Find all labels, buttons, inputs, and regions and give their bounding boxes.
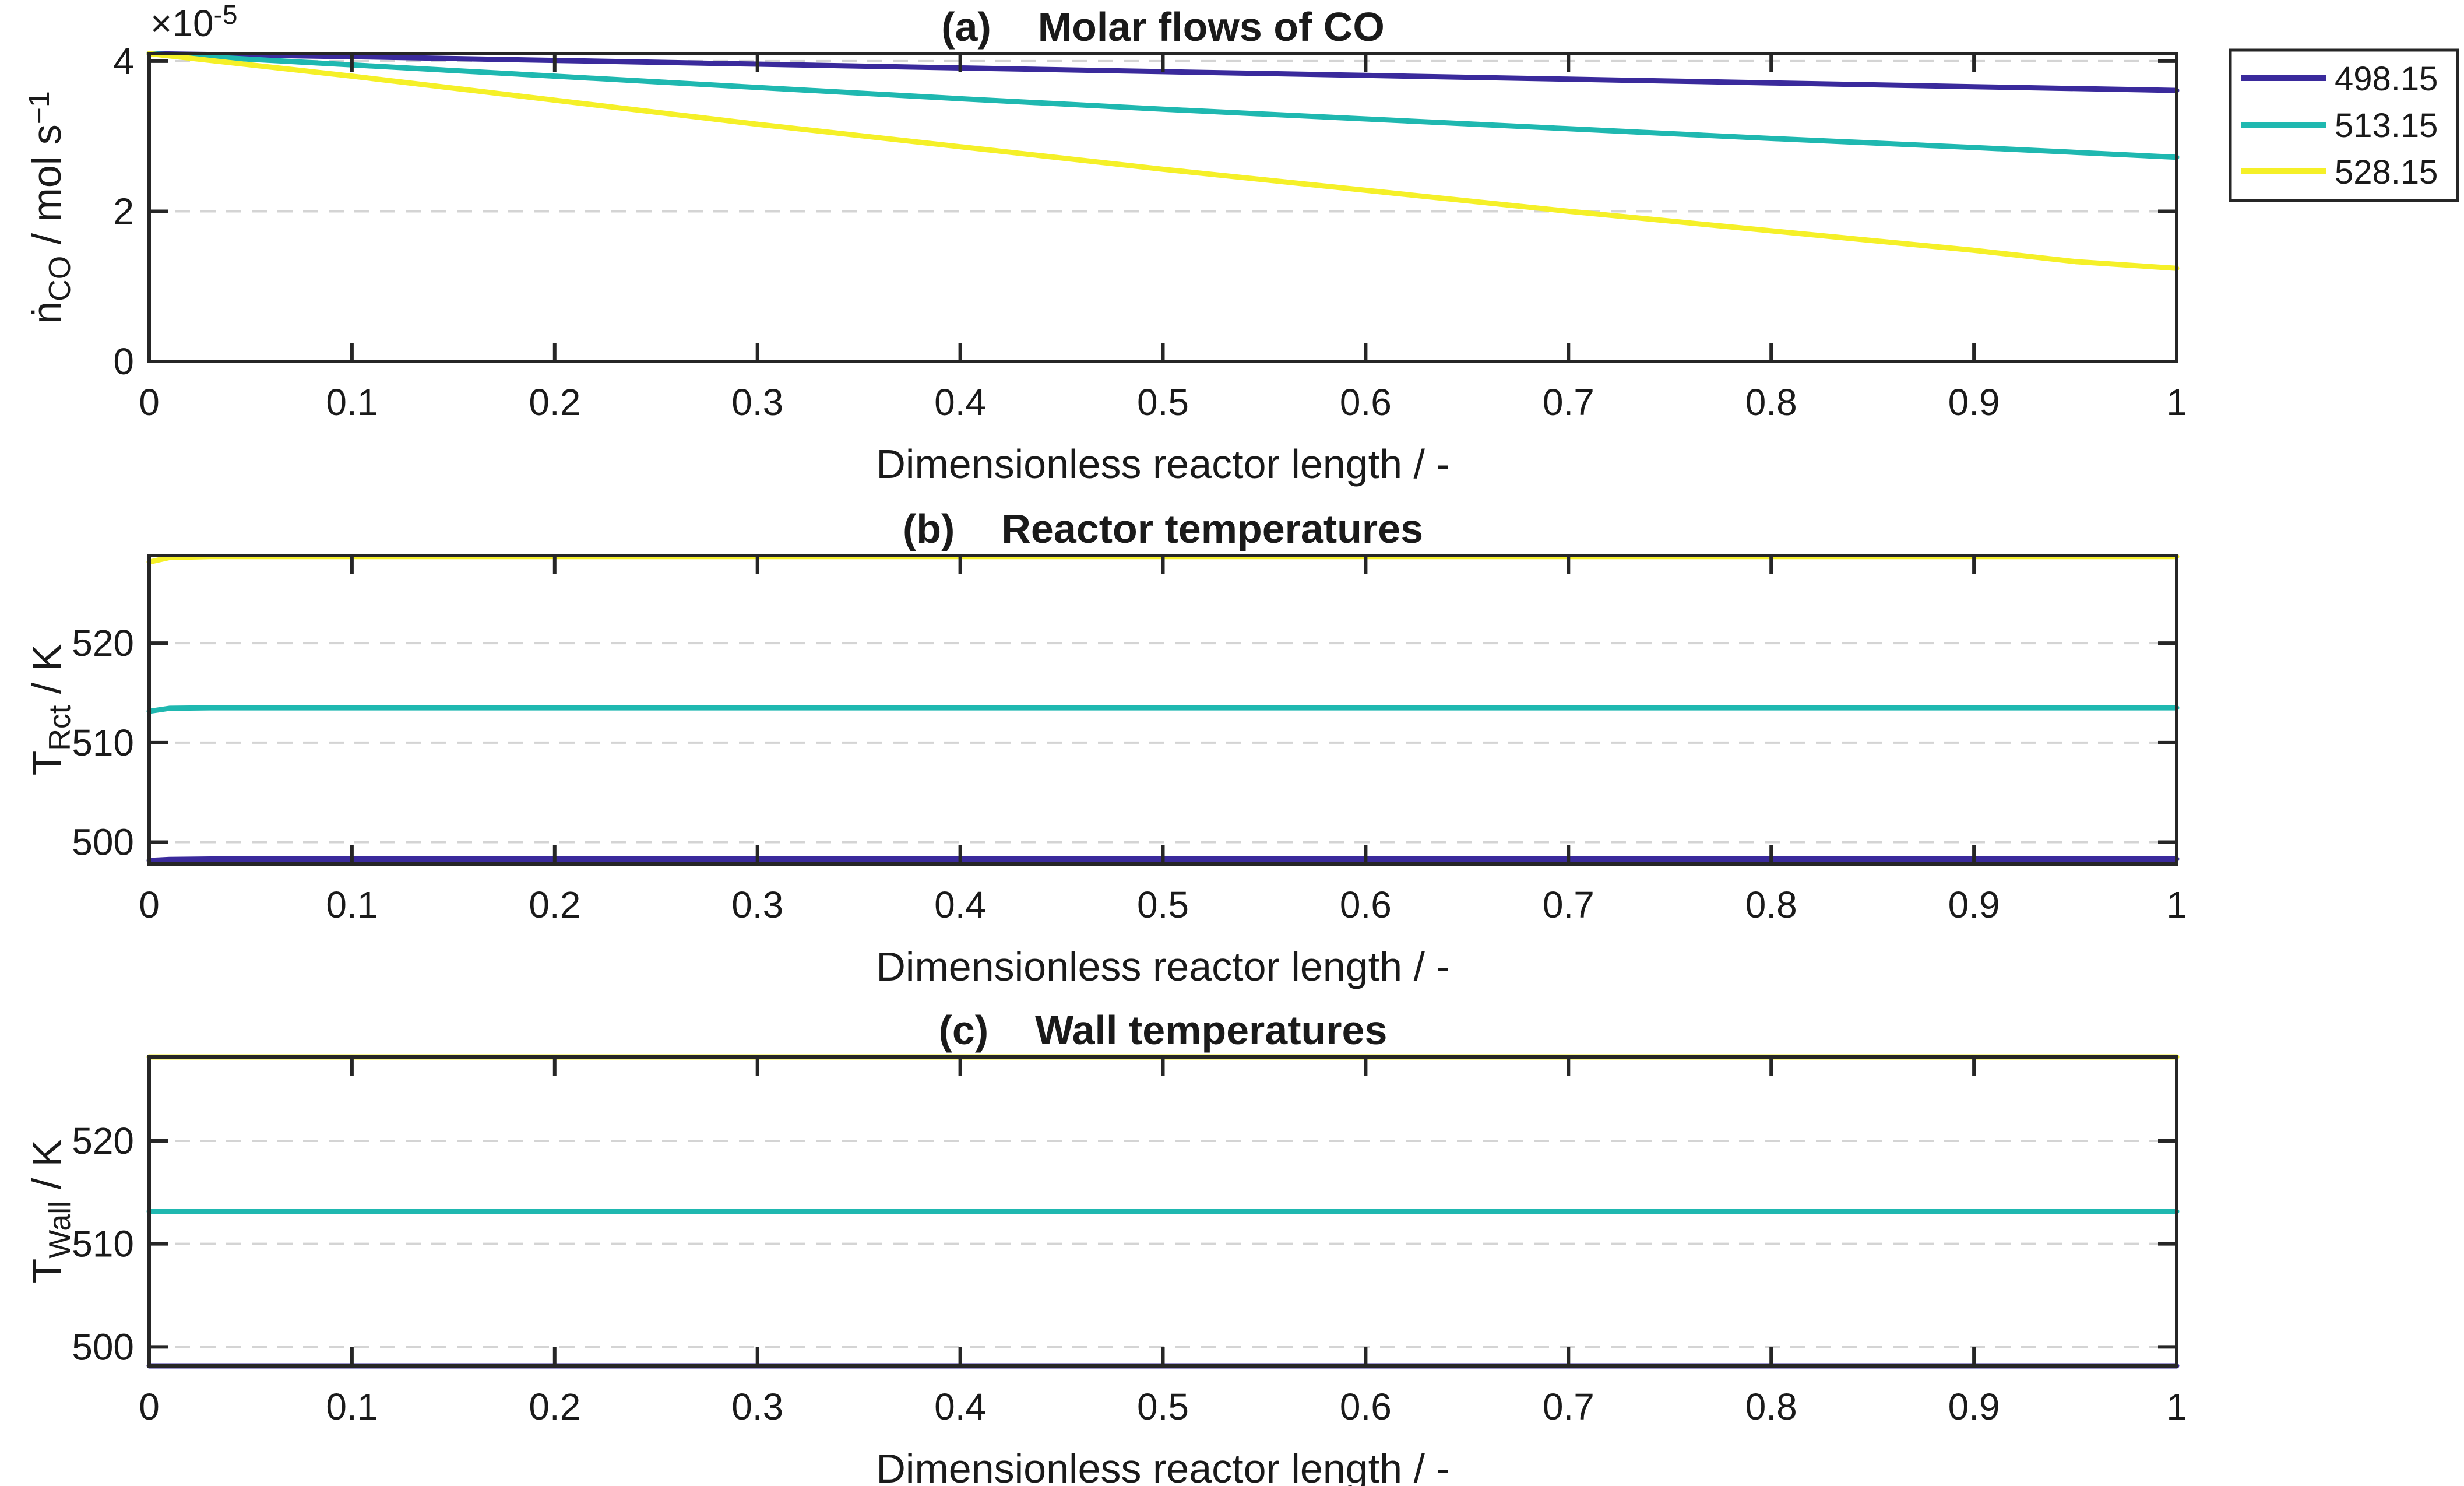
- x-tick-label: 1: [2166, 1386, 2187, 1428]
- y-label-unit: / K: [24, 1140, 69, 1201]
- y-tick-label: 500: [72, 1326, 134, 1368]
- x-tick-label: 0.2: [529, 884, 580, 926]
- x-tick-label: 0.6: [1340, 381, 1392, 423]
- legend-label: 513.15: [2335, 107, 2438, 145]
- x-axis-label: Dimensionless reactor length / -: [876, 944, 1449, 989]
- series-line-498.15: [146, 856, 2180, 863]
- x-tick-label: 0.9: [1948, 1386, 2000, 1428]
- x-tick-label: 0.4: [934, 884, 986, 926]
- x-tick-label: 0.3: [731, 884, 783, 926]
- x-tick-label: 1: [2166, 884, 2187, 926]
- x-tick-label: 0: [139, 381, 160, 423]
- y-axis-label: TRct / K: [24, 644, 77, 776]
- title-text: Wall temperatures: [1035, 1007, 1387, 1053]
- y-tick-label: 510: [72, 1223, 134, 1265]
- y-label-symbol: T: [24, 751, 69, 776]
- x-tick-label: 0.4: [934, 381, 986, 423]
- y-tick-label: 510: [72, 722, 134, 764]
- x-tick-label: 0.5: [1137, 1386, 1189, 1428]
- y-tick-label: 500: [72, 821, 134, 863]
- y-multiplier-exponent: -5: [214, 0, 238, 30]
- series-line-513.15: [146, 51, 2180, 160]
- y-axis-label: ṅCO / mol s−1: [23, 91, 77, 324]
- x-tick-label: 0: [139, 884, 160, 926]
- legend-label: 498.15: [2335, 60, 2438, 98]
- x-tick-label: 0.7: [1543, 1386, 1594, 1428]
- x-tick-label: 1: [2166, 381, 2187, 423]
- title-text: Molar flows of CO: [1038, 4, 1385, 50]
- y-tick-label: 4: [113, 40, 134, 82]
- series-line-528.15: [146, 51, 2180, 271]
- panel-a: 0 0.1 0.2 0.3 0.4 0.5 0.6 0.7 0.8 0.9 1 0 2 4 Dimensio…: [23, 0, 2187, 487]
- x-tick-label: 0: [139, 1386, 160, 1428]
- y-axis-label: TWall / K: [24, 1140, 77, 1284]
- title-text: Reactor temperatures: [1001, 506, 1423, 551]
- title-letter: (b): [903, 506, 955, 551]
- x-tick-label: 0.7: [1543, 381, 1594, 423]
- y-label-subscript: Wall: [43, 1201, 77, 1259]
- x-tick-label: 0.3: [731, 1386, 783, 1428]
- x-tick-label: 0.1: [326, 884, 378, 926]
- title-letter: (c): [939, 1007, 989, 1053]
- x-tick-label: 0.9: [1948, 884, 2000, 926]
- y-tick-label: 0: [113, 340, 134, 382]
- y-label-symbol: T: [24, 1259, 69, 1284]
- x-tick-label: 0.5: [1137, 884, 1189, 926]
- chart-title: (b) Reactor temperatures: [903, 506, 1423, 551]
- x-tick-label: 0.1: [326, 1386, 378, 1428]
- y-multiplier-base: ×10: [150, 2, 214, 44]
- y-label-subscript: Rct: [43, 705, 77, 751]
- y-tick-label: 520: [72, 622, 134, 664]
- y-multiplier: ×10-5: [150, 0, 237, 44]
- panel-c: 0 0.1 0.2 0.3 0.4 0.5 0.6 0.7 0.8 0.9 1 500 510 520 Di…: [24, 1007, 2187, 1486]
- y-label-symbol: ṅ: [24, 301, 69, 324]
- x-tick-label: 0.4: [934, 1386, 986, 1428]
- chart-title: (c) Wall temperatures: [939, 1007, 1388, 1053]
- x-tick-label: 0.3: [731, 381, 783, 423]
- x-tick-label: 0.8: [1745, 381, 1797, 423]
- y-label-subscript: CO: [43, 256, 77, 301]
- x-axis-label: Dimensionless reactor length / -: [876, 1446, 1449, 1486]
- x-tick-label: 0.7: [1543, 884, 1594, 926]
- x-tick-label: 0.1: [326, 381, 378, 423]
- x-tick-label: 0.8: [1745, 884, 1797, 926]
- y-label-unit: / K: [24, 644, 69, 705]
- x-axis-label: Dimensionless reactor length / -: [876, 441, 1449, 487]
- x-tick-label: 0.5: [1137, 381, 1189, 423]
- legend: 498.15 513.15 528.15: [2229, 48, 2459, 202]
- title-letter: (a): [941, 4, 991, 50]
- y-label-unit: / mol s: [24, 124, 69, 256]
- y-tick-label: 520: [72, 1120, 134, 1162]
- chart-title: (a) Molar flows of CO: [941, 4, 1385, 50]
- y-label-superscript: −1: [23, 91, 55, 124]
- x-tick-label: 0.6: [1340, 884, 1392, 926]
- x-tick-label: 0.6: [1340, 1386, 1392, 1428]
- x-tick-label: 0.2: [529, 381, 580, 423]
- axes-frame: [147, 52, 2178, 363]
- x-tick-label: 0.9: [1948, 381, 2000, 423]
- y-tick-label: 2: [113, 190, 134, 232]
- series-line-513.15: [146, 705, 2180, 714]
- legend-label: 528.15: [2335, 153, 2438, 191]
- x-tick-label: 0.2: [529, 1386, 580, 1428]
- x-tick-label: 0.8: [1745, 1386, 1797, 1428]
- panel-b: 0 0.1 0.2 0.3 0.4 0.5 0.6 0.7 0.8 0.9 1 500 510 520 Di…: [24, 506, 2187, 989]
